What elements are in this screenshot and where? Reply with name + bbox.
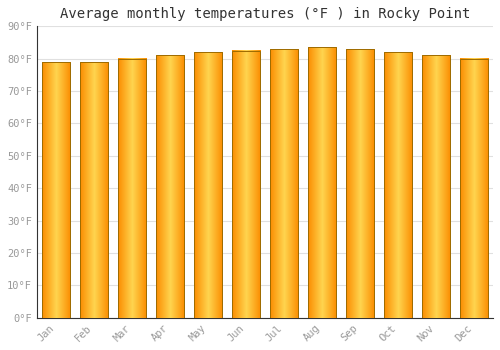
Bar bbox=[156, 55, 184, 318]
Bar bbox=[422, 55, 450, 318]
Bar bbox=[384, 52, 412, 318]
Bar bbox=[270, 49, 298, 318]
Bar bbox=[194, 52, 222, 318]
Bar bbox=[232, 51, 260, 318]
Bar bbox=[42, 62, 70, 318]
Bar bbox=[460, 59, 488, 318]
Bar bbox=[118, 59, 146, 318]
Bar bbox=[308, 47, 336, 318]
Bar bbox=[346, 49, 374, 318]
Bar bbox=[80, 62, 108, 318]
Title: Average monthly temperatures (°F ) in Rocky Point: Average monthly temperatures (°F ) in Ro… bbox=[60, 7, 470, 21]
